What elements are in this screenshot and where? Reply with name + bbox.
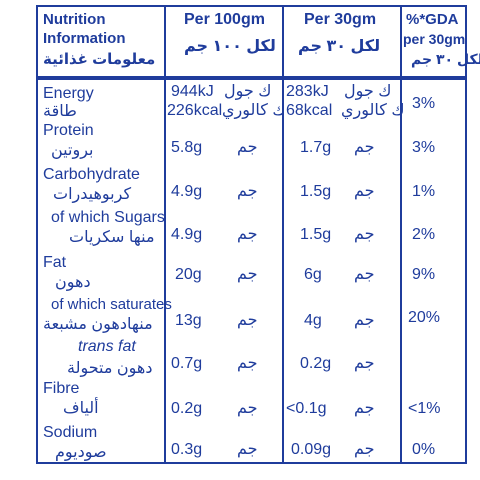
sugars-label: of which Sugars [51, 209, 165, 226]
sodium-unit-30: جم [354, 441, 375, 458]
header-gda-arabic: لكل ٣٠ جم [411, 51, 480, 67]
protein-value-30: 1.7g [300, 139, 332, 156]
header-gda-per-30gm: per 30gm [403, 31, 466, 47]
sugars-unit-100: جم [237, 226, 258, 243]
sugars-value-30: 1.5g [300, 226, 332, 243]
column-divider [400, 5, 402, 464]
energy-label-arabic: طاقة [43, 103, 77, 120]
sodium-value-100: 0.3g [171, 441, 203, 458]
fat-value-30: 6g [304, 266, 322, 283]
sugars-label-arabic: منها سكريات [69, 229, 155, 246]
fibre-unit-100: جم [237, 400, 258, 417]
sodium-unit-100: جم [237, 441, 258, 458]
carbohydrate-value-100: 4.9g [171, 183, 203, 200]
sugars-gda: 2% [412, 226, 436, 243]
trans-fat-value-100: 0.7g [171, 355, 203, 372]
sugars-value-100: 4.9g [171, 226, 203, 243]
fibre-gda: <1% [408, 400, 441, 417]
table-body-box [36, 78, 467, 464]
header-nutrition-arabic: معلومات غذائية [43, 51, 156, 68]
carbohydrate-label-arabic: كربوهيدرات [53, 186, 132, 203]
fibre-value-100: 0.2g [171, 400, 203, 417]
nutrition-table: Nutrition Information معلومات غذائية Per… [36, 5, 480, 464]
fat-label: Fat [43, 254, 67, 271]
sodium-label-arabic: صوديوم [55, 444, 107, 461]
energy-kcal-unit-100: ك كالوري [222, 102, 286, 119]
header-information: Information [43, 30, 126, 47]
trans-fat-unit-30: جم [354, 355, 375, 372]
energy-gda: 3% [412, 95, 436, 112]
fibre-unit-30: جم [354, 400, 375, 417]
column-divider [282, 5, 284, 464]
saturates-unit-100: جم [237, 312, 258, 329]
fat-unit-30: جم [354, 266, 375, 283]
energy-kcal-30: 68kcal [286, 102, 333, 119]
sodium-label: Sodium [43, 424, 98, 441]
fat-value-100: 20g [175, 266, 202, 283]
saturates-value-30: 4g [304, 312, 322, 329]
header-gda: %*GDA [406, 11, 459, 28]
fibre-label-arabic: ألياف [63, 400, 99, 417]
protein-label-arabic: بروتين [51, 142, 94, 159]
carbohydrate-unit-100: جم [237, 183, 258, 200]
saturates-label: of which saturates [51, 296, 172, 313]
header-per-100gm-arabic: لكل ١٠٠ جم [184, 38, 276, 55]
table-header-box [36, 5, 467, 78]
saturates-gda: 20% [408, 309, 441, 326]
fibre-value-30: <0.1g [286, 400, 327, 417]
protein-unit-30: جم [354, 139, 375, 156]
trans-fat-label: trans fat [78, 338, 136, 355]
protein-gda: 3% [412, 139, 436, 156]
saturates-value-100: 13g [175, 312, 202, 329]
trans-fat-label-arabic: دهون متحولة [67, 360, 153, 377]
trans-fat-unit-100: جم [237, 355, 258, 372]
header-per-100gm: Per 100gm [184, 11, 265, 28]
sugars-unit-30: جم [354, 226, 375, 243]
energy-kj-30: 283kJ [286, 83, 329, 100]
protein-value-100: 5.8g [171, 139, 203, 156]
energy-kcal-unit-30: ك كالوري [341, 102, 405, 119]
trans-fat-value-30: 0.2g [300, 355, 332, 372]
header-nutrition: Nutrition [43, 11, 106, 28]
energy-kj-unit-100: ك جول [224, 83, 272, 100]
saturates-unit-30: جم [354, 312, 375, 329]
column-divider [164, 5, 166, 464]
fat-unit-100: جم [237, 266, 258, 283]
fat-label-arabic: دهون [55, 274, 91, 291]
fibre-label: Fibre [43, 380, 80, 397]
header-per-30gm: Per 30gm [304, 11, 377, 28]
energy-kj-unit-30: ك جول [344, 83, 392, 100]
header-per-30gm-arabic: لكل ٣٠ جم [298, 38, 381, 55]
sodium-gda: 0% [412, 441, 436, 458]
carbohydrate-unit-30: جم [354, 183, 375, 200]
fat-gda: 9% [412, 266, 436, 283]
energy-label: Energy [43, 85, 94, 102]
protein-label: Protein [43, 122, 94, 139]
saturates-label-arabic: منهادهون مشبعة [43, 316, 153, 333]
energy-kj-100: 944kJ [171, 83, 214, 100]
sodium-value-30: 0.09g [291, 441, 332, 458]
carbohydrate-value-30: 1.5g [300, 183, 332, 200]
carbohydrate-label: Carbohydrate [43, 166, 140, 183]
protein-unit-100: جم [237, 139, 258, 156]
energy-kcal-100: 226kcal [167, 102, 223, 119]
carbohydrate-gda: 1% [412, 183, 436, 200]
